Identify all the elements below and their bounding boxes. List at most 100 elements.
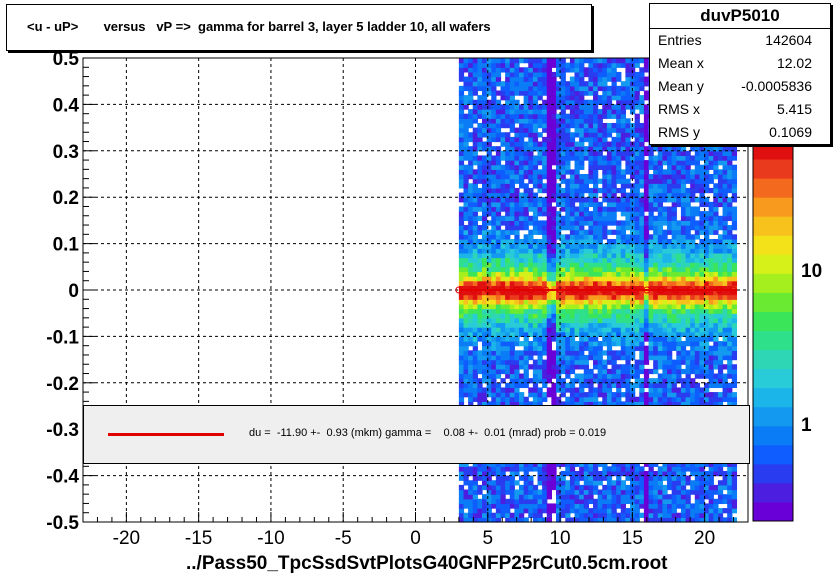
heatmap-cell — [657, 308, 664, 314]
heatmap-cell — [468, 303, 474, 310]
heatmap-cell — [653, 308, 659, 314]
heatmap-cell — [657, 211, 664, 217]
heatmap-cell — [468, 387, 474, 393]
heatmap-cell — [505, 512, 511, 518]
heatmap-cell — [468, 359, 474, 365]
heatmap-cell — [528, 99, 534, 105]
heatmap-cell — [704, 480, 710, 486]
heatmap-cell — [546, 178, 552, 184]
heatmap-cell — [630, 238, 636, 245]
heatmap-cell — [602, 364, 608, 370]
heatmap-cell — [648, 475, 654, 481]
heatmap-cell — [704, 517, 710, 523]
heatmap-cell — [611, 215, 617, 221]
heatmap-cell — [463, 294, 469, 300]
heatmap-cell — [542, 350, 548, 356]
heatmap-cell — [537, 95, 543, 101]
heatmap-cell — [634, 127, 640, 133]
heatmap-cell — [500, 85, 506, 92]
heatmap-cell — [583, 336, 589, 342]
heatmap-cell — [634, 308, 640, 314]
heatmap-cell — [625, 234, 631, 240]
heatmap-cell — [472, 271, 478, 277]
heatmap-cell — [491, 503, 497, 509]
heatmap-cell — [537, 336, 543, 342]
heatmap-cell — [648, 345, 654, 351]
heatmap-cell — [648, 248, 654, 254]
heatmap-cell — [482, 271, 488, 277]
heatmap-cell — [477, 238, 483, 245]
heatmap-cell — [509, 484, 515, 491]
heatmap-cell — [634, 183, 640, 189]
heatmap-cell — [546, 313, 552, 319]
heatmap-cell — [463, 364, 469, 370]
heatmap-cell — [625, 336, 631, 342]
heatmap-cell — [593, 303, 599, 310]
heatmap-cell — [482, 266, 488, 273]
heatmap-cell — [482, 364, 488, 370]
heatmap-cell — [611, 461, 617, 467]
heatmap-cell — [667, 285, 673, 291]
heatmap-cell — [560, 271, 566, 277]
heatmap-cell — [569, 378, 576, 384]
heatmap-cell — [495, 220, 502, 226]
heatmap-cell — [551, 225, 557, 231]
heatmap-cell — [634, 378, 640, 384]
heatmap-cell — [616, 327, 622, 333]
heatmap-cell — [574, 503, 580, 509]
heatmap-cell — [509, 90, 515, 96]
heatmap-cell — [574, 494, 580, 500]
heatmap-cell — [676, 327, 682, 333]
heatmap-cell — [667, 345, 673, 351]
heatmap-cell — [583, 489, 589, 495]
heatmap-cell — [565, 517, 571, 523]
heatmap-cell — [491, 211, 497, 217]
heatmap-cell — [680, 387, 687, 393]
heatmap-cell — [579, 109, 585, 115]
heatmap-cell — [569, 294, 576, 300]
heatmap-cell — [583, 215, 589, 221]
heatmap-cell — [653, 378, 659, 384]
heatmap-cell — [569, 280, 576, 286]
heatmap-cell — [500, 387, 506, 393]
heatmap-cell — [505, 178, 511, 184]
heatmap-cell — [680, 220, 687, 226]
heatmap-cell — [616, 299, 622, 305]
heatmap-cell — [616, 392, 622, 398]
heatmap-cell — [602, 155, 608, 161]
heatmap-cell — [556, 280, 562, 286]
heatmap-cell — [606, 183, 613, 189]
heatmap-cell — [690, 359, 696, 365]
heatmap-cell — [546, 174, 552, 180]
heatmap-cell — [653, 201, 659, 208]
heatmap-cell — [704, 327, 710, 333]
heatmap-cell — [523, 373, 529, 379]
heatmap-cell — [699, 313, 705, 319]
heatmap-cell — [505, 364, 511, 370]
heatmap-cell — [486, 62, 492, 68]
heatmap-cell — [625, 341, 631, 347]
heatmap-cell — [616, 127, 622, 133]
heatmap-cell — [556, 327, 562, 333]
heatmap-cell — [685, 229, 691, 235]
heatmap-cell — [639, 132, 645, 138]
heatmap-cell — [565, 489, 571, 495]
heatmap-cell — [463, 350, 469, 356]
heatmap-cell — [676, 475, 682, 481]
heatmap-cell — [611, 206, 617, 212]
heatmap-cell — [528, 174, 534, 180]
heatmap-cell — [551, 109, 557, 115]
heatmap-cell — [680, 508, 687, 514]
heatmap-cell — [583, 187, 589, 194]
heatmap-cell — [458, 122, 465, 129]
heatmap-cell — [458, 62, 465, 68]
heatmap-cell — [468, 211, 474, 217]
heatmap-cell — [597, 238, 603, 245]
heatmap-cell — [537, 517, 543, 523]
heatmap-cell — [639, 71, 645, 78]
heatmap-cell — [708, 489, 714, 495]
heatmap-cell — [528, 150, 534, 157]
heatmap-cell — [680, 164, 687, 170]
heatmap-cell — [680, 146, 687, 152]
heatmap-cell — [648, 146, 654, 152]
